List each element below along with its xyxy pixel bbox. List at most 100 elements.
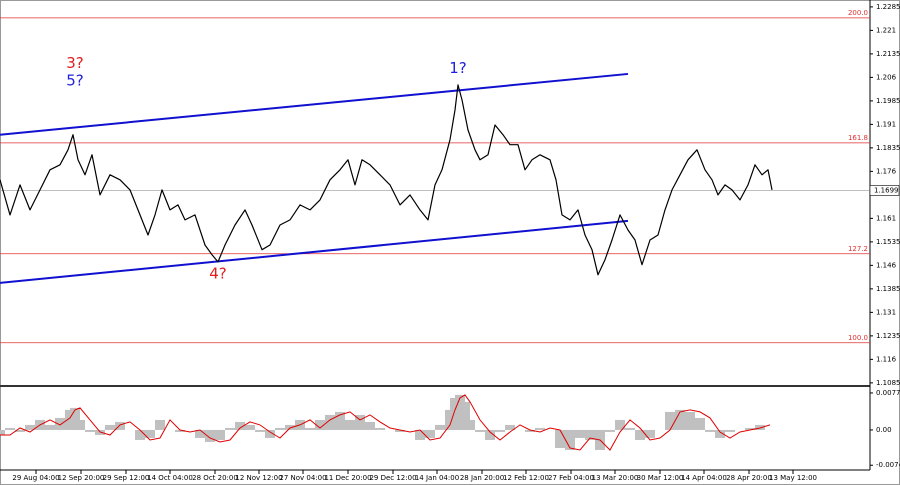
osc-bar [265, 429, 275, 438]
x-tick-label: 14 Oct 04:00 [147, 474, 193, 482]
osc-bar [55, 417, 65, 430]
osc-bar [225, 427, 235, 430]
y-tick-label: 1.221 [876, 26, 896, 34]
osc-bar [175, 429, 185, 432]
fib-label: 161.8 [848, 134, 868, 142]
fib-label: 100.0 [848, 334, 868, 342]
x-tick-label: 11 Dec 20:00 [324, 474, 371, 482]
osc-bar [325, 414, 335, 430]
y-tick-label: 1.1385 [876, 285, 900, 293]
osc-bar [685, 411, 695, 430]
osc-bar [275, 427, 285, 430]
y-tick-label: 1.1235 [876, 332, 900, 340]
fib-label: 127.2 [848, 245, 868, 253]
osc-bar [415, 429, 425, 440]
osc-bar [525, 429, 535, 432]
osc-bar [565, 429, 575, 450]
last-price-label: 1.1699 [874, 186, 899, 194]
osc-bar [25, 424, 35, 430]
y-tick-label: 1.2285 [876, 3, 900, 11]
trend-line [0, 72, 629, 136]
osc-bar [505, 424, 515, 430]
osc-bar [105, 424, 115, 430]
osc-bar [625, 427, 635, 430]
y-tick-label: 1.146 [876, 261, 897, 269]
osc-bar [495, 429, 505, 432]
y-tick-label: 1.161 [876, 214, 896, 222]
osc-bar [425, 429, 435, 438]
osc-bar [315, 419, 325, 430]
osc-bar [555, 429, 565, 448]
osc-bar [345, 419, 355, 430]
osc-bar [45, 424, 55, 430]
x-tick-label: 13 Mar 20:00 [592, 474, 639, 482]
osc-bar [215, 429, 225, 440]
x-tick-label: 29 Dec 12:00 [369, 474, 416, 482]
osc-bar [70, 407, 80, 430]
osc-bar [755, 424, 765, 430]
x-tick-label: 29 Sep 12:00 [103, 474, 150, 482]
y-tick-label: 1.1835 [876, 144, 900, 152]
y-tick-label: 1.131 [876, 308, 896, 316]
osc-bar [15, 429, 25, 432]
x-tick-label: 27 Feb 04:00 [548, 474, 594, 482]
osc-bar [195, 429, 205, 438]
osc-bar [465, 419, 475, 430]
osc-bar [365, 421, 375, 430]
x-tick-label: 28 Apr 20:00 [726, 474, 772, 482]
y-tick-label: -0.0074 [876, 461, 900, 469]
osc-bar [605, 429, 615, 432]
last-price-box [869, 185, 900, 196]
osc-bar [375, 427, 385, 430]
osc-bar [395, 429, 405, 432]
y-tick-label: 1.1985 [876, 97, 900, 105]
osc-bar [575, 429, 585, 438]
y-tick-label: 1.2135 [876, 50, 900, 58]
x-tick-label: 29 Aug 04:00 [12, 474, 59, 482]
osc-bar [645, 429, 655, 438]
trend-line [0, 219, 629, 284]
wave-label: 4? [209, 264, 227, 282]
osc-bar [705, 429, 715, 432]
wave-label: 5? [66, 72, 84, 90]
y-tick-label: 0.00 [876, 426, 892, 434]
osc-bar [585, 429, 595, 440]
osc-bar [235, 421, 245, 430]
osc-bar [695, 417, 705, 430]
x-tick-label: 14 Apr 04:00 [681, 474, 727, 482]
osc-bar [635, 429, 645, 440]
osc-bar [115, 421, 125, 430]
x-tick-label: 12 Feb 12:00 [503, 474, 549, 482]
y-tick-label: 0.00776 [876, 389, 900, 397]
osc-bar [285, 424, 295, 430]
x-tick-label: 12 Sep 20:00 [58, 474, 105, 482]
x-tick-label: 28 Jan 20:00 [460, 474, 504, 482]
wave-label: 3? [66, 54, 84, 72]
osc-bar [5, 427, 15, 430]
price-line [0, 84, 773, 276]
y-tick-label: 1.116 [876, 355, 897, 363]
osc-bar [305, 427, 315, 430]
signal-line [0, 394, 771, 451]
x-tick-label: 28 Oct 20:00 [192, 474, 238, 482]
y-tick-label: 1.1535 [876, 238, 900, 246]
osc-bar [725, 429, 735, 432]
x-tick-label: 13 May 12:00 [769, 474, 817, 482]
osc-bar [460, 401, 470, 430]
osc-bar [155, 419, 165, 430]
osc-bar [435, 424, 445, 430]
osc-bar [355, 414, 365, 430]
y-tick-label: 1.191 [876, 120, 896, 128]
osc-bar [745, 427, 755, 430]
x-tick-label: 12 Nov 12:00 [235, 474, 282, 482]
y-tick-label: 1.1085 [876, 379, 900, 387]
osc-bar [245, 424, 255, 430]
osc-bar [255, 429, 265, 432]
osc-bar [485, 429, 495, 440]
osc-bar [675, 409, 685, 430]
osc-bar [75, 419, 85, 430]
osc-bar [145, 429, 155, 438]
osc-bar [135, 429, 145, 440]
x-tick-label: 27 Nov 04:00 [279, 474, 326, 482]
